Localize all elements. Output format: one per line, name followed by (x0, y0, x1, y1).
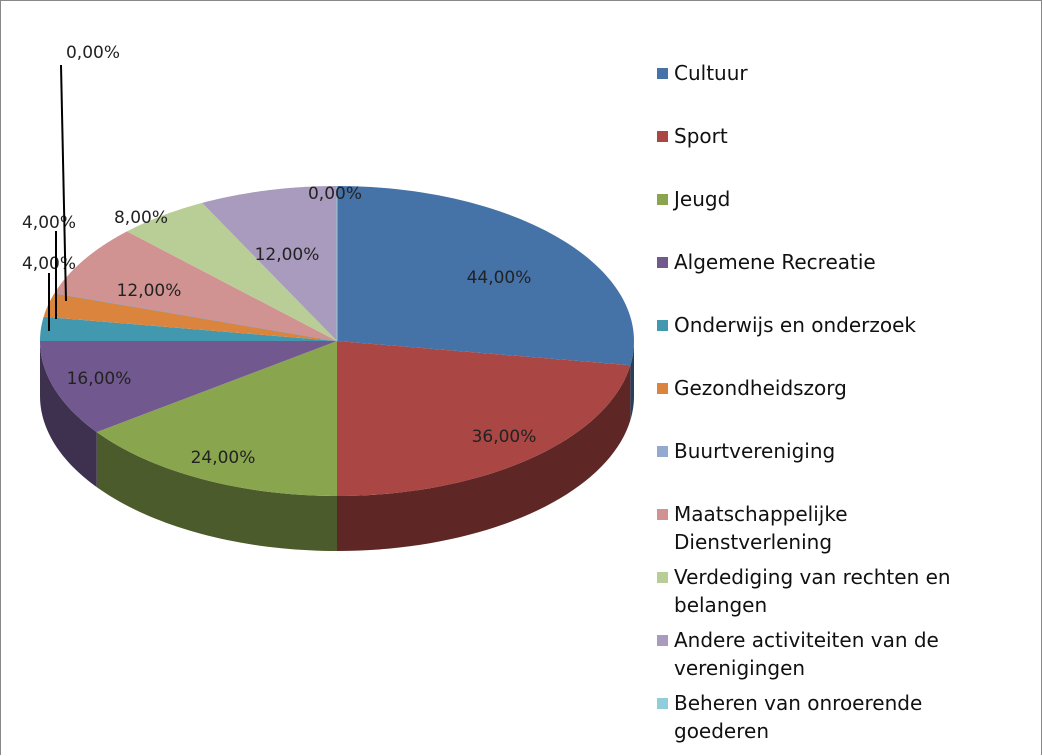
legend-item: Cultuur (657, 59, 748, 87)
legend-label: Sport (674, 124, 728, 148)
pie-slice (40, 341, 337, 433)
legend-item: Buurtvereniging (657, 437, 835, 465)
data-label: 12,00% (255, 245, 320, 265)
pie-side (40, 341, 97, 488)
data-label: 0,00% (308, 184, 362, 204)
legend-label: Andere activiteiten van de verenigingen (674, 628, 939, 680)
legend-swatch (657, 572, 668, 583)
pie-slice (337, 341, 631, 496)
legend-swatch (657, 383, 668, 394)
legend-label: Jeugd (674, 187, 731, 211)
legend-label: Verdediging van rechten en belangen (674, 565, 951, 617)
data-label: 16,00% (67, 369, 132, 389)
legend-label: Cultuur (674, 61, 748, 85)
legend-swatch (657, 320, 668, 331)
legend-item: Andere activiteiten van de verenigingen (657, 626, 967, 682)
pie-slice (40, 316, 337, 341)
legend-swatch (657, 194, 668, 205)
legend-label: Algemene Recreatie (674, 250, 876, 274)
legend-label: Onderwijs en onderzoek (674, 313, 916, 337)
legend-swatch (657, 131, 668, 142)
legend-item: Gezondheidszorg (657, 374, 847, 402)
pie-side (96, 432, 337, 551)
data-label: 4,00% (22, 213, 76, 233)
legend-item: Onderwijs en onderzoek (657, 311, 916, 339)
data-label: 36,00% (472, 427, 537, 447)
legend-label: Beheren van onroerende goederen (674, 691, 923, 743)
pie-slice (337, 186, 634, 366)
data-label: 8,00% (114, 208, 168, 228)
legend-item: Verdediging van rechten en belangen (657, 563, 967, 619)
data-label: 4,00% (22, 254, 76, 274)
legend-swatch (657, 257, 668, 268)
legend-item: Algemene Recreatie (657, 248, 876, 276)
legend-swatch (657, 509, 668, 520)
legend-swatch (657, 698, 668, 709)
leader-line (60, 64, 67, 302)
legend-label: Gezondheidszorg (674, 376, 847, 400)
legend-label: Buurtvereniging (674, 439, 836, 463)
pie-side (337, 365, 631, 551)
data-label: 24,00% (191, 448, 256, 468)
data-label: 12,00% (117, 281, 182, 301)
data-label: 0,00% (66, 43, 120, 63)
legend-item: Jeugd (657, 185, 730, 213)
data-label: 44,00% (467, 268, 532, 288)
legend-item: Sport (657, 122, 728, 150)
pie-slice (126, 202, 337, 341)
pie-slice (96, 341, 337, 496)
pie-side (630, 341, 634, 421)
legend-swatch (657, 68, 668, 79)
pie-slice (202, 186, 337, 341)
legend-label: Maatschappelijke Dienstverlening (674, 502, 848, 554)
legend-swatch (657, 446, 668, 457)
legend-item: Beheren van onroerende goederen (657, 689, 967, 745)
legend-swatch (657, 635, 668, 646)
legend-item: Maatschappelijke Dienstverlening (657, 500, 967, 556)
pie-slice (54, 231, 337, 341)
